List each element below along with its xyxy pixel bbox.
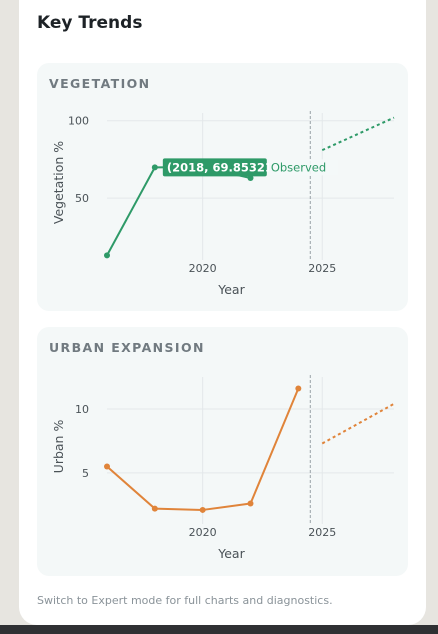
vegetation-panel: VEGETATION 50 100 2020 2025 Year Vegetation %… [37, 63, 408, 311]
y-tick-label: 50 [75, 192, 89, 205]
y-axis-label: Urban % [51, 420, 66, 474]
data-point [247, 500, 254, 507]
vegetation-panel-title: VEGETATION [49, 76, 151, 91]
card-title: Key Trends [37, 13, 143, 33]
y-axis-label: Vegetation % [51, 141, 66, 224]
x-tick-label: 2025 [308, 262, 336, 275]
projection-line [321, 116, 395, 152]
x-axis-label: Year [217, 282, 245, 297]
tooltip-box [162, 158, 267, 177]
data-point [247, 174, 254, 181]
urban-expansion-panel-title: URBAN EXPANSION [49, 340, 205, 355]
y-tick-label: 100 [68, 115, 89, 128]
bottom-bar [0, 625, 438, 634]
x-tick-label: 2020 [189, 526, 217, 539]
x-tick-label: 2025 [308, 526, 336, 539]
tooltip-value: (2018, 69.85321) [167, 160, 278, 174]
y-tick-label: 5 [82, 467, 89, 480]
data-point [151, 164, 158, 171]
y-tick-label: 10 [75, 403, 89, 416]
key-trends-card: Key Trends VEGETATION 50 100 2020 2025 Year V… [19, 0, 426, 625]
observed-line [106, 166, 251, 256]
projection-line [321, 402, 395, 445]
data-point [295, 385, 302, 392]
expert-mode-hint: Switch to Expert mode for full charts an… [37, 594, 333, 607]
urban-expansion-panel: URBAN EXPANSION 5 10 2020 2025 Year Urban % [37, 327, 408, 576]
data-point [199, 506, 206, 513]
data-point [151, 505, 158, 512]
x-tick-label: 2020 [189, 262, 217, 275]
urban-expansion-chart[interactable]: 5 10 2020 2025 Year Urban % [37, 327, 408, 576]
x-axis-label: Year [217, 546, 245, 561]
tooltip-series-bg [268, 159, 339, 176]
vegetation-chart[interactable]: 50 100 2020 2025 Year Vegetation % (2018, 69.8… [37, 63, 408, 311]
tooltip-series-label: Observed [271, 160, 326, 174]
data-point [104, 252, 110, 259]
data-point [104, 463, 110, 470]
